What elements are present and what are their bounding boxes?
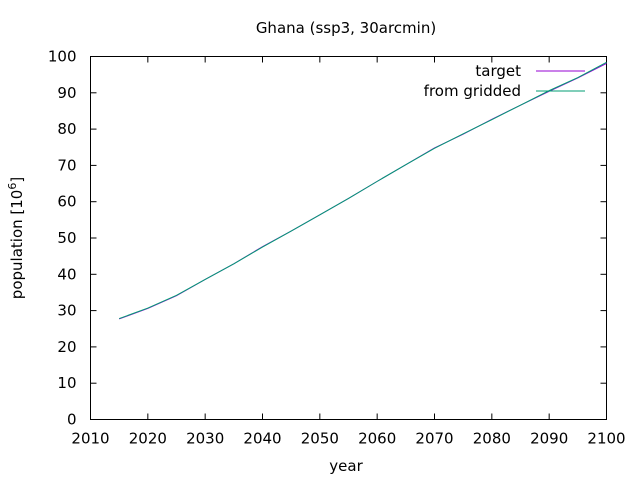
- legend-label: from gridded: [424, 82, 521, 100]
- x-axis-label: year: [329, 457, 363, 475]
- y-axis-label-suffix: ]: [8, 177, 26, 183]
- y-axis-label-text: population [10: [8, 190, 26, 300]
- x-tick-label: 2030: [186, 430, 224, 448]
- x-tick-label: 2040: [243, 430, 281, 448]
- x-tick-label: 2020: [129, 430, 167, 448]
- x-tick-label: 2100: [587, 430, 625, 448]
- y-tick-label: 20: [57, 338, 76, 356]
- y-axis-label-exponent: 6: [6, 183, 19, 190]
- plot-border: [90, 56, 607, 420]
- y-tick-label: 100: [48, 48, 77, 66]
- legend: target from gridded: [424, 62, 585, 100]
- y-tick-label: 50: [57, 229, 76, 247]
- y-tick-label: 30: [57, 302, 76, 320]
- y-tick-label: 60: [57, 193, 76, 211]
- legend-label: target: [475, 62, 521, 80]
- series-line-1: [118, 62, 607, 320]
- y-tick-label: 40: [57, 265, 76, 283]
- y-axis: 0 10 20 30 40 50 60 70 80 90 100: [48, 48, 607, 429]
- y-tick-label: 70: [57, 156, 76, 174]
- x-tick-label: 2060: [358, 430, 396, 448]
- x-tick-label: 2050: [301, 430, 339, 448]
- series-lines: [118, 61, 607, 320]
- x-tick-label: 2070: [415, 430, 453, 448]
- x-tick-label: 2080: [473, 430, 511, 448]
- y-tick-label: 80: [57, 120, 76, 138]
- y-axis-label: population [106]: [6, 177, 26, 299]
- series-line-2: [118, 61, 607, 320]
- x-axis: 2010 2020 2030 2040 2050 2060 2070 2080 2090 2100: [71, 56, 626, 448]
- y-tick-label: 90: [57, 84, 76, 102]
- axis-frame: [90, 56, 607, 420]
- x-tick-label: 2010: [71, 430, 109, 448]
- y-tick-label: 10: [57, 374, 76, 392]
- chart-title: Ghana (ssp3, 30arcmin): [256, 19, 436, 37]
- y-tick-label: 0: [67, 411, 77, 429]
- x-tick-label: 2090: [530, 430, 568, 448]
